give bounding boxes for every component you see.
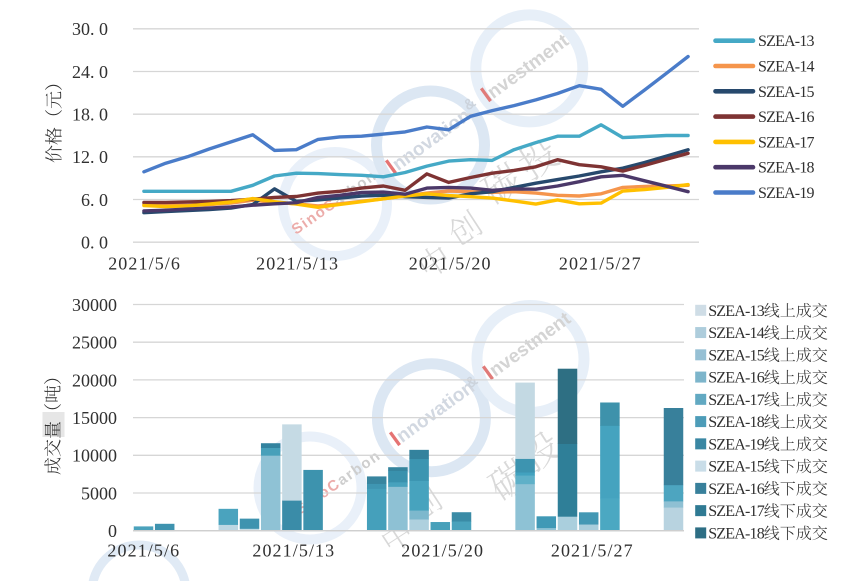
svg-text:2021/5/6: 2021/5/6 <box>108 254 181 274</box>
svg-text:SZEA-16: SZEA-16 <box>758 109 815 126</box>
svg-text:6. 0: 6. 0 <box>81 190 108 210</box>
svg-text:2021/5/20: 2021/5/20 <box>401 541 484 561</box>
svg-text:SZEA-18: SZEA-18 <box>708 414 765 431</box>
svg-text:2021/5/27: 2021/5/27 <box>559 254 642 274</box>
svg-text:20000: 20000 <box>72 370 117 390</box>
svg-text:0. 0: 0. 0 <box>81 233 108 253</box>
svg-text:SZEA-13: SZEA-13 <box>758 33 815 50</box>
svg-text:24. 0: 24. 0 <box>72 62 108 82</box>
svg-text:SZEA-15: SZEA-15 <box>708 459 765 476</box>
svg-text:SZEA-16: SZEA-16 <box>708 370 765 387</box>
svg-text:2021/5/13: 2021/5/13 <box>256 254 339 274</box>
svg-text:2021/5/6: 2021/5/6 <box>107 541 180 561</box>
svg-text:SZEA-13: SZEA-13 <box>708 303 765 320</box>
svg-text:15000: 15000 <box>72 408 117 428</box>
svg-text:5000: 5000 <box>81 483 117 503</box>
svg-text:SZEA-17: SZEA-17 <box>708 503 765 520</box>
svg-text:SZEA-17: SZEA-17 <box>708 392 765 409</box>
svg-text:SZEA-14: SZEA-14 <box>758 59 815 76</box>
svg-text:0: 0 <box>108 521 117 541</box>
svg-text:30. 0: 30. 0 <box>72 19 108 39</box>
svg-text:30000: 30000 <box>72 295 117 315</box>
svg-text:SZEA-14: SZEA-14 <box>708 325 765 342</box>
svg-text:18. 0: 18. 0 <box>72 105 108 125</box>
svg-text:SZEA-16: SZEA-16 <box>708 481 765 498</box>
svg-text:SZEA-18: SZEA-18 <box>708 525 765 542</box>
svg-text:2021/5/20: 2021/5/20 <box>409 254 492 274</box>
svg-text:SZEA-18: SZEA-18 <box>758 160 815 177</box>
svg-text:SZEA-19: SZEA-19 <box>708 436 765 453</box>
svg-text:12. 0: 12. 0 <box>72 147 108 167</box>
svg-text:2021/5/27: 2021/5/27 <box>551 541 634 561</box>
svg-text:SZEA-19: SZEA-19 <box>758 185 815 202</box>
svg-text:SZEA-15: SZEA-15 <box>708 347 765 364</box>
svg-text:10000: 10000 <box>72 446 117 466</box>
svg-text:SZEA-17: SZEA-17 <box>758 134 815 151</box>
svg-text:2021/5/13: 2021/5/13 <box>252 541 335 561</box>
svg-text:SZEA-15: SZEA-15 <box>758 84 815 101</box>
svg-text:25000: 25000 <box>72 333 117 353</box>
